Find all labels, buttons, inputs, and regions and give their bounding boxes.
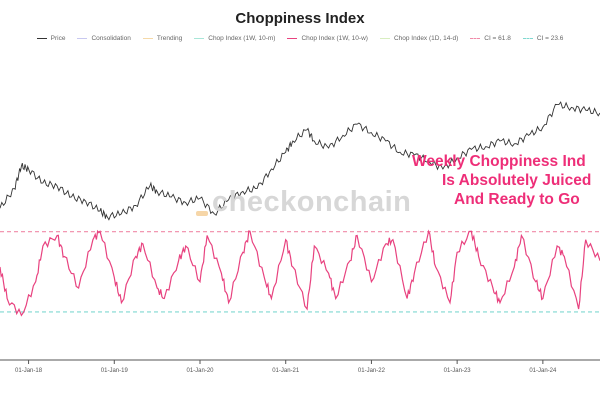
legend-swatch xyxy=(77,38,88,39)
annotation-line-3: And Ready to Go xyxy=(454,191,580,208)
x-tick-label: 01-Jan-20 xyxy=(186,368,214,374)
legend-label: CI = 61.8 xyxy=(484,35,511,42)
annotation-line-2: Is Absolutely Juiced xyxy=(442,172,592,189)
legend-label: Chop Index (1W, 10-m) xyxy=(208,35,276,42)
legend-swatch xyxy=(470,38,481,39)
price-line xyxy=(0,101,600,221)
legend-swatch xyxy=(379,38,390,39)
legend-label: Consolidation xyxy=(91,35,131,42)
choppiness-line xyxy=(0,229,600,317)
legend-item: Trending xyxy=(142,35,183,42)
x-tick-label: 01-Jan-22 xyxy=(357,368,385,374)
legend-swatch xyxy=(194,38,205,39)
watermark-text: checkonchain xyxy=(212,186,412,218)
reference-lines-layer xyxy=(0,231,600,313)
legend-item: Chop Index (1W, 10-m) xyxy=(194,35,275,42)
legend-label: Trending xyxy=(156,35,183,42)
legend-item: Chop Index (1D, 14-d) xyxy=(379,35,459,42)
legend-item: Price xyxy=(36,35,66,42)
legend-label: Price xyxy=(50,35,66,42)
legend-label: Chop Index (1D, 14-d) xyxy=(393,35,459,42)
legend-swatch xyxy=(522,38,533,39)
legend-swatch xyxy=(287,38,298,39)
x-tick-label: 01-Jan-23 xyxy=(443,368,471,374)
legend-item: CI = 23.6 xyxy=(522,35,564,42)
chart-title: Choppiness Index xyxy=(235,10,365,27)
price-series-layer xyxy=(0,101,600,221)
legend-label: Chop Index (1W, 10-w) xyxy=(301,35,368,42)
x-tick-label: 01-Jan-18 xyxy=(15,368,43,374)
legend-swatch xyxy=(142,38,153,39)
x-ticks-layer xyxy=(28,360,544,364)
legend-item: Chop Index (1W, 10-w) xyxy=(287,35,368,42)
legend-item: CI = 61.8 xyxy=(470,35,511,42)
chart-annotation: Weekly Choppiness Ind Is Absolutely Juic… xyxy=(412,152,600,209)
legend-label: CI = 23.6 xyxy=(536,35,564,42)
x-tick-label: 01-Jan-24 xyxy=(529,368,557,374)
watermark-mark xyxy=(196,211,208,216)
annotation-line-1: Weekly Choppiness Ind xyxy=(412,153,586,170)
x-tick-label: 01-Jan-19 xyxy=(100,368,128,374)
chart-legend: Price Consolidation Trending Chop Index (1W… xyxy=(0,35,600,42)
legend-item: Consolidation xyxy=(77,35,131,42)
legend-swatch xyxy=(36,38,47,39)
choppiness-series-layer xyxy=(0,229,600,317)
x-tick-label: 01-Jan-21 xyxy=(272,368,300,374)
